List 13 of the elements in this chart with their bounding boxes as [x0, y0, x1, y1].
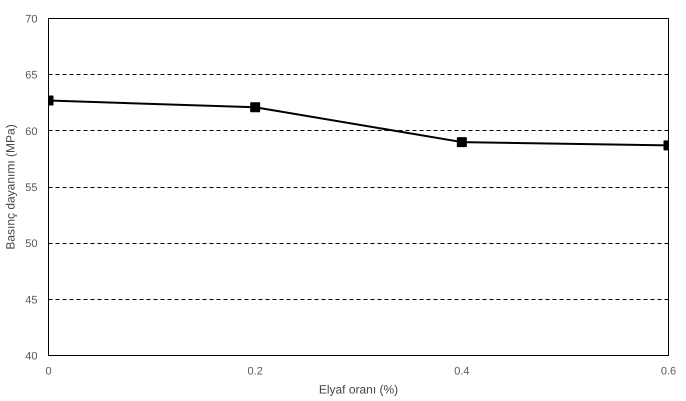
y-tick-label: 70: [25, 14, 38, 26]
y-tick-label: 65: [25, 70, 38, 82]
x-axis-title: Elyaf oranı (%): [318, 382, 398, 396]
y-axis-title: Basınç dayanımı (MPa): [3, 124, 18, 250]
x-tick-label: 0.2: [248, 366, 263, 378]
y-tick-label: 50: [25, 238, 38, 250]
y-tick-label: 55: [25, 182, 38, 194]
y-tick-label: 40: [25, 350, 38, 362]
y-tick-label: 60: [25, 126, 38, 138]
y-tick-label: 45: [25, 294, 38, 306]
x-tick-label: 0: [45, 366, 52, 378]
x-tick-label: 0.4: [454, 366, 470, 378]
x-tick-label: 0.6: [660, 366, 676, 378]
